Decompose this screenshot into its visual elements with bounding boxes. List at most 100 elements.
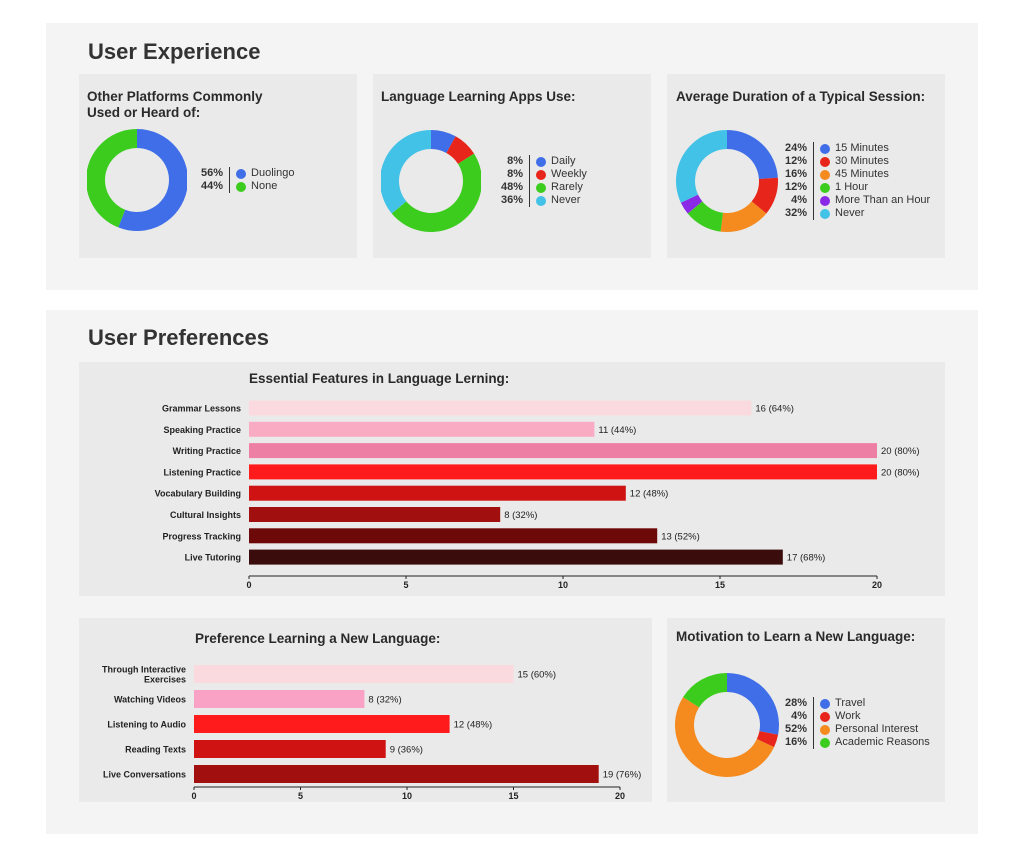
slice-personal-interest bbox=[675, 697, 775, 777]
bar-reading-texts bbox=[194, 740, 386, 758]
bar-writing-practice bbox=[249, 443, 877, 459]
legend-percent: 16% bbox=[785, 168, 808, 180]
duration-donut bbox=[676, 130, 778, 232]
legend-label: Personal Interest bbox=[835, 723, 919, 735]
legend-dot-icon bbox=[536, 169, 547, 180]
legend-label: Never bbox=[551, 194, 581, 206]
legend-dot-icon bbox=[236, 168, 247, 179]
bar-value-label: 11 (44%) bbox=[598, 425, 636, 436]
apps-use-card: Language Learning Apps Use: 8% 8% 48% 36% Da… bbox=[373, 74, 651, 258]
slice-academic-reasons bbox=[683, 673, 727, 708]
legend-percent: 36% bbox=[501, 194, 524, 206]
legend-dot-icon bbox=[820, 156, 831, 167]
preference-title: Preference Learning a New Language: bbox=[195, 631, 441, 646]
bar-value-label: 12 (48%) bbox=[454, 720, 493, 731]
bar-grammar-lessons bbox=[249, 400, 752, 416]
legend-item: Never bbox=[536, 194, 587, 207]
legend-item: 30 Minutes bbox=[820, 155, 930, 168]
legend-dot-icon bbox=[820, 208, 831, 219]
legend-percent: 28% bbox=[785, 697, 808, 709]
category-label: Watching Videos bbox=[114, 695, 186, 705]
slice-30-minutes bbox=[751, 177, 778, 214]
slice-daily bbox=[431, 130, 456, 153]
x-tick-label: 5 bbox=[403, 580, 408, 590]
legend-percent: 52% bbox=[785, 723, 808, 735]
legend-dot-icon bbox=[820, 182, 831, 193]
bar-vocabulary-building bbox=[249, 485, 626, 501]
bar-value-label: 13 (52%) bbox=[661, 531, 700, 542]
category-label: Writing Practice bbox=[173, 446, 241, 456]
motivation-legend: 28% 4% 52% 16% Travel Work Personal Interest Ac… bbox=[785, 697, 930, 749]
bar-live-conversations bbox=[194, 765, 599, 783]
bar-value-label: 20 (80%) bbox=[881, 467, 920, 478]
legend-percent: 24% bbox=[785, 142, 808, 154]
x-tick-label: 15 bbox=[508, 791, 518, 801]
category-label: Reading Texts bbox=[125, 745, 186, 755]
slice-rarely bbox=[391, 153, 481, 232]
bar-value-label: 8 (32%) bbox=[368, 695, 401, 706]
slice-work bbox=[756, 731, 779, 748]
bar-value-label: 17 (68%) bbox=[787, 553, 826, 564]
bar-cultural-insights bbox=[249, 507, 501, 522]
bar-value-label: 8 (32%) bbox=[504, 510, 537, 521]
legend-label: Never bbox=[835, 207, 865, 219]
category-label: Cultural Insights bbox=[170, 510, 241, 520]
motivation-donut bbox=[675, 673, 779, 777]
category-label: Live Conversations bbox=[103, 770, 186, 780]
slice-more-than-an-hour bbox=[680, 194, 703, 214]
category-label: Listening to Audio bbox=[107, 720, 186, 730]
bar-value-label: 12 (48%) bbox=[630, 489, 669, 500]
apps-use-legend: 8% 8% 48% 36% Daily Weekly Rarely Never bbox=[501, 155, 587, 207]
legend-item: Daily bbox=[536, 155, 587, 168]
slice-1-hour bbox=[687, 201, 723, 232]
legend-item: 15 Minutes bbox=[820, 142, 930, 155]
legend-percent: 56% bbox=[201, 167, 224, 179]
legend-item: 1 Hour bbox=[820, 181, 930, 194]
bar-listening-to-audio bbox=[194, 715, 450, 733]
slice-never bbox=[676, 130, 727, 203]
legend-item: Academic Reasons bbox=[820, 736, 930, 749]
legend-label: Travel bbox=[835, 697, 866, 709]
legend-label: None bbox=[251, 180, 278, 192]
legend-item: Personal Interest bbox=[820, 723, 930, 736]
legend-dot-icon bbox=[820, 698, 831, 709]
legend-percent: 8% bbox=[507, 155, 524, 167]
x-tick-label: 5 bbox=[298, 791, 303, 801]
x-tick-label: 0 bbox=[246, 580, 251, 590]
section-title: User Experience bbox=[88, 39, 261, 64]
features-card: Essential Features in Language Lerning: … bbox=[79, 362, 945, 596]
legend-percent: 48% bbox=[501, 181, 524, 193]
bar-speaking-practice bbox=[249, 421, 595, 437]
slice-15-minutes bbox=[727, 130, 778, 179]
legend-dot-icon bbox=[536, 195, 547, 206]
user-preferences-section: User Preferences Essential Features in L… bbox=[46, 310, 978, 834]
features-bar-chart: 16 (64%) Grammar Lessons 11 (44%) Speaking … bbox=[155, 400, 920, 590]
bar-value-label: 15 (60%) bbox=[518, 670, 557, 681]
legend-percent: 4% bbox=[791, 194, 808, 206]
x-tick-label: 20 bbox=[615, 791, 625, 801]
legend-dot-icon bbox=[236, 181, 247, 192]
slice-never bbox=[381, 130, 431, 214]
category-label: Exercises bbox=[144, 675, 186, 685]
legend-dot-icon bbox=[536, 156, 547, 167]
motivation-card: Motivation to Learn a New Language: 28% 4… bbox=[667, 618, 945, 802]
category-label: Through Interactive bbox=[102, 665, 186, 675]
legend-label: Weekly bbox=[551, 168, 587, 180]
legend-dot-icon bbox=[820, 724, 831, 735]
legend-item: Duolingo bbox=[236, 167, 294, 180]
duration-card: Average Duration of a Typical Session: 2… bbox=[667, 74, 945, 258]
duration-legend: 24% 12% 16% 12% 4% 32% 15 Minutes 30 Minutes 45 … bbox=[785, 142, 930, 220]
slice-travel bbox=[727, 673, 779, 735]
legend-item: Travel bbox=[820, 697, 930, 710]
legend-percent: 12% bbox=[785, 155, 808, 167]
platforms-title-line-1: Other Platforms Commonly bbox=[87, 89, 263, 104]
legend-label: 45 Minutes bbox=[835, 168, 889, 180]
legend-dot-icon bbox=[820, 195, 831, 206]
legend-item: None bbox=[236, 180, 294, 193]
category-label: Live Tutoring bbox=[185, 553, 241, 563]
legend-label: 15 Minutes bbox=[835, 142, 889, 154]
slice-45-minutes bbox=[720, 201, 767, 232]
category-label: Listening Practice bbox=[163, 467, 241, 477]
slice-duolingo bbox=[118, 129, 187, 231]
